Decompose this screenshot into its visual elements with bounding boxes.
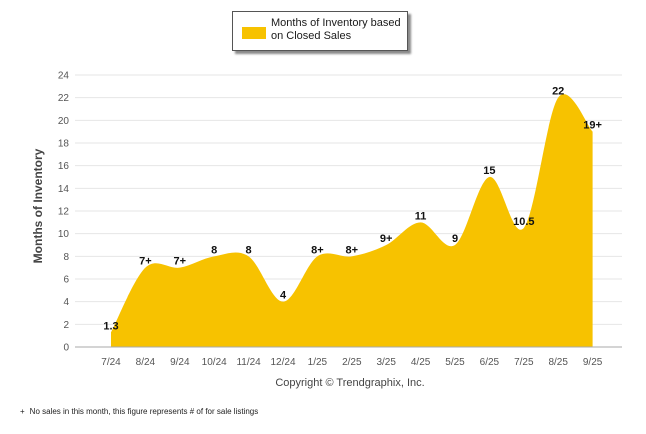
x-tick-label: 6/25 xyxy=(480,357,500,368)
data-label: 19+ xyxy=(583,120,602,132)
x-tick-label: 8/25 xyxy=(548,357,568,368)
data-label: 1.3 xyxy=(103,320,118,332)
x-tick-label: 3/25 xyxy=(376,357,396,368)
x-tick-label: 12/24 xyxy=(270,357,295,368)
data-label: 9 xyxy=(452,233,458,245)
x-tick-label: 7/25 xyxy=(514,357,534,368)
y-tick-label: 20 xyxy=(58,116,70,127)
data-label: 9+ xyxy=(380,233,393,245)
y-tick-label: 18 xyxy=(58,139,70,150)
y-tick-label: 6 xyxy=(63,275,69,286)
y-tick-label: 14 xyxy=(58,184,70,195)
x-tick-label: 1/25 xyxy=(308,357,328,368)
x-axis-ticks: 7/24 8/24 9/24 10/24 11/24 12/24 1/25 2/25 3/25 4… xyxy=(101,357,603,368)
x-tick-label: 7/24 xyxy=(101,357,121,368)
data-label: 10.5 xyxy=(513,216,534,228)
data-label: 22 xyxy=(552,86,564,98)
data-label: 8 xyxy=(246,244,252,256)
legend: Months of Inventory based on Closed Sale… xyxy=(232,11,408,51)
y-tick-label: 22 xyxy=(58,93,70,104)
x-tick-label: 9/24 xyxy=(170,357,190,368)
legend-swatch xyxy=(242,27,266,39)
x-tick-label: 10/24 xyxy=(202,357,227,368)
footnote-mark: + xyxy=(20,407,25,416)
data-label: 8+ xyxy=(346,244,359,256)
data-label: 4 xyxy=(280,290,287,302)
y-tick-label: 10 xyxy=(58,229,70,240)
copyright: Copyright © Trendgraphix, Inc. xyxy=(275,377,425,389)
x-tick-label: 5/25 xyxy=(445,357,465,368)
y-tick-label: 12 xyxy=(58,207,70,218)
y-tick-label: 4 xyxy=(63,297,69,308)
data-label: 7+ xyxy=(174,256,187,268)
data-label: 7+ xyxy=(139,256,152,268)
x-tick-label: 4/25 xyxy=(411,357,431,368)
x-tick-label: 9/25 xyxy=(583,357,603,368)
y-axis-title: Months of Inventory xyxy=(31,148,45,264)
footnote: + No sales in this month, this figure rep… xyxy=(20,407,258,416)
x-tick-label: 2/25 xyxy=(342,357,362,368)
y-tick-label: 24 xyxy=(58,71,70,82)
footnote-text: No sales in this month, this figure repr… xyxy=(29,407,259,416)
x-tick-label: 8/24 xyxy=(136,357,156,368)
legend-label: Months of Inventory based on Closed Sale… xyxy=(271,17,401,42)
y-tick-label: 0 xyxy=(63,343,69,354)
y-tick-label: 2 xyxy=(63,320,69,331)
data-label: 8 xyxy=(211,244,217,256)
series-area xyxy=(111,94,593,348)
data-label: 15 xyxy=(483,165,495,177)
data-labels: 1.3 7+ 7+ 8 8 4 8+ 8+ 9+ 11 9 15 10.5 22 19+ xyxy=(103,86,602,333)
data-label: 11 xyxy=(415,210,427,222)
x-tick-label: 11/24 xyxy=(236,357,261,368)
y-tick-label: 16 xyxy=(58,161,70,172)
y-tick-label: 8 xyxy=(63,252,69,263)
data-label: 8+ xyxy=(311,244,324,256)
